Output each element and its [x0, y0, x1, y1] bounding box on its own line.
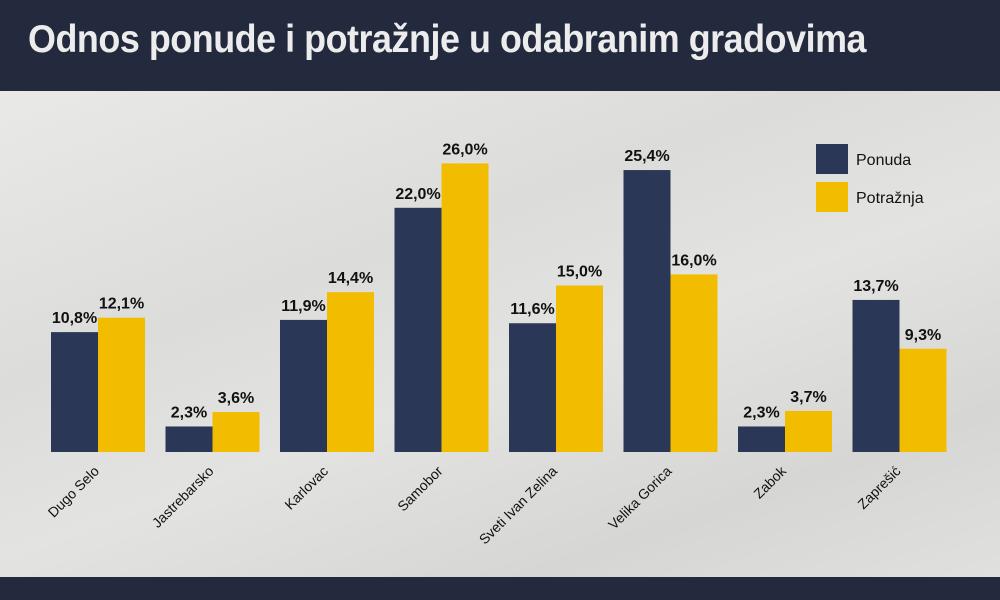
bar-potraznja [899, 348, 947, 452]
legend-label-ponuda: Ponuda [856, 152, 911, 169]
legend-label-potraznja: Potražnja [856, 190, 924, 207]
data-label: 11,9% [281, 298, 325, 315]
bar-ponuda [738, 426, 785, 452]
bar-potraznja [441, 163, 489, 452]
bar-potraznja [98, 317, 145, 452]
bar-ponuda [165, 426, 213, 452]
bar-ponuda [51, 332, 98, 452]
data-label: 15,0% [557, 264, 602, 281]
footer-band [0, 577, 1000, 600]
data-label: 13,7% [853, 278, 898, 295]
data-label: 10,8% [52, 310, 97, 327]
bar-ponuda [280, 319, 327, 452]
data-label: 3,6% [218, 390, 254, 407]
bar-ponuda [509, 323, 556, 452]
bar-ponuda [623, 170, 671, 452]
data-label: 16,0% [671, 252, 716, 269]
data-label: 2,3% [171, 404, 207, 421]
bar-potraznja [556, 285, 603, 452]
bar-ponuda [852, 299, 900, 452]
data-label: 22,0% [395, 186, 440, 203]
legend-swatch-potraznja [816, 182, 848, 212]
category-label: Jastrebarsko [149, 463, 217, 531]
data-label: 9,3% [905, 327, 941, 344]
legend-swatch-ponuda [816, 144, 848, 174]
data-label: 3,7% [790, 389, 826, 406]
bar-potraznja [212, 412, 260, 452]
data-label: 25,4% [624, 148, 669, 165]
chart-title: Odnos ponude i potražnje u odabranim gra… [28, 18, 867, 61]
bar-potraznja [670, 274, 718, 452]
bar-potraznja [327, 292, 374, 452]
data-label: 26,0% [442, 141, 487, 158]
category-label: Dugo Selo [45, 463, 103, 521]
category-label: Karlovac [281, 463, 331, 513]
data-label: 11,6% [510, 301, 554, 318]
category-label: Sveti Ivan Zelina [476, 463, 561, 548]
data-label: 14,4% [328, 270, 373, 287]
data-label: 12,1% [99, 296, 144, 313]
bar-ponuda [394, 207, 442, 452]
category-label: Zaprešić [854, 463, 903, 512]
data-label: 2,3% [743, 404, 779, 421]
category-label: Velika Gorica [605, 463, 675, 533]
bar-potraznja [785, 410, 832, 452]
category-label: Zabok [750, 462, 790, 502]
category-label: Samobor [394, 463, 446, 515]
header-band: Odnos ponude i potražnje u odabranim gra… [0, 0, 1000, 88]
